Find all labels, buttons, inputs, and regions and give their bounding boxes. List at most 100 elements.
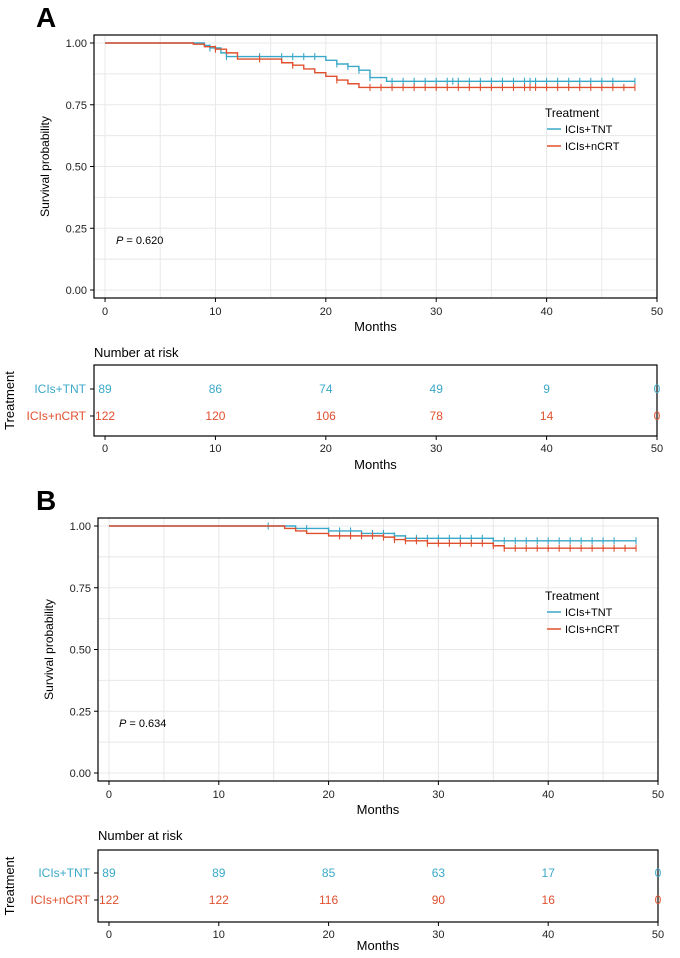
risk-count: 86 bbox=[209, 382, 223, 396]
risk-count: 0 bbox=[654, 409, 661, 423]
risk-count: 49 bbox=[430, 382, 444, 396]
y-tick-label: 1.00 bbox=[70, 521, 91, 533]
grid bbox=[98, 518, 659, 781]
risk-y-axis-label: Treatment bbox=[2, 856, 17, 915]
series-icis-ncrt bbox=[105, 42, 636, 91]
risk-row-label: ICIs+nCRT bbox=[31, 893, 91, 907]
risk-table: Number at risk ICIs+TNT 89 86 74 49 9 0 ICIs+nCR… bbox=[2, 345, 663, 472]
legend-title: Treatment bbox=[545, 589, 600, 603]
risk-x-tick-label: 0 bbox=[106, 929, 112, 941]
risk-table-title: Number at risk bbox=[94, 345, 179, 360]
risk-table: Number at risk ICIs+TNT 89 89 85 63 17 0 ICIs+nC… bbox=[2, 828, 664, 953]
x-tick-label: 50 bbox=[652, 789, 664, 801]
risk-row-label: ICIs+nCRT bbox=[27, 409, 87, 423]
risk-x-tick-label: 20 bbox=[322, 929, 334, 941]
y-tick-label: 0.75 bbox=[70, 583, 91, 595]
risk-count: 74 bbox=[319, 382, 333, 396]
p-value-text: = 0.634 bbox=[126, 718, 166, 730]
risk-x-tick-label: 30 bbox=[432, 929, 444, 941]
risk-count: 63 bbox=[432, 866, 446, 880]
risk-x-tick-label: 10 bbox=[209, 443, 221, 455]
x-tick-label: 50 bbox=[651, 306, 663, 318]
risk-count: 89 bbox=[98, 382, 112, 396]
risk-x-axis-label: Months bbox=[357, 938, 400, 953]
risk-count: 0 bbox=[654, 382, 661, 396]
risk-count: 122 bbox=[99, 893, 119, 907]
risk-row-label: ICIs+TNT bbox=[38, 866, 90, 880]
y-tick-label: 0.00 bbox=[70, 768, 91, 780]
risk-count: 122 bbox=[209, 893, 229, 907]
risk-count: 120 bbox=[205, 409, 225, 423]
x-tick-label: 40 bbox=[542, 789, 554, 801]
p-value-symbol: P bbox=[116, 235, 124, 247]
x-axis-label: Months bbox=[357, 802, 400, 817]
risk-x-tick-label: 40 bbox=[542, 929, 554, 941]
risk-x-tick-label: 10 bbox=[213, 929, 225, 941]
x-tick-label: 30 bbox=[432, 789, 444, 801]
x-tick-label: 10 bbox=[209, 306, 221, 318]
risk-count: 0 bbox=[655, 893, 662, 907]
y-tick-label: 0.25 bbox=[66, 223, 87, 235]
risk-count: 0 bbox=[655, 866, 662, 880]
legend-entry: ICIs+nCRT bbox=[565, 141, 620, 153]
series-icis-tnt bbox=[105, 42, 636, 85]
risk-x-tick-label: 50 bbox=[652, 929, 664, 941]
risk-y-axis-label: Treatment bbox=[2, 371, 17, 430]
legend: Treatment ICIs+TNT ICIs+nCRT bbox=[545, 589, 620, 636]
p-value: P = 0.634 bbox=[119, 718, 166, 730]
risk-count: 16 bbox=[542, 893, 556, 907]
x-tick-label: 0 bbox=[106, 789, 112, 801]
y-tick-label: 0.50 bbox=[66, 162, 87, 174]
x-tick-label: 0 bbox=[102, 306, 108, 318]
risk-table-frame bbox=[97, 849, 659, 923]
y-tick-label: 1.00 bbox=[66, 38, 87, 50]
risk-count: 89 bbox=[212, 866, 226, 880]
x-tick-label: 10 bbox=[213, 789, 225, 801]
panel-a: A 0.00 0.25 0.50 0.75 1.00 0 10 20 30 40 50 Months Su… bbox=[2, 2, 663, 472]
risk-x-tick-label: 30 bbox=[430, 443, 442, 455]
risk-count: 85 bbox=[322, 866, 336, 880]
risk-count: 78 bbox=[430, 409, 444, 423]
x-tick-label: 40 bbox=[540, 306, 552, 318]
legend: Treatment ICIs+TNT ICIs+nCRT bbox=[545, 106, 620, 153]
x-axis-label: Months bbox=[354, 319, 397, 334]
p-value: P = 0.620 bbox=[116, 235, 163, 247]
grid bbox=[94, 35, 658, 298]
y-tick-label: 0.75 bbox=[66, 100, 87, 112]
risk-count: 9 bbox=[543, 382, 550, 396]
p-value-symbol: P bbox=[119, 718, 127, 730]
y-tick-label: 0.50 bbox=[70, 645, 91, 657]
risk-count: 14 bbox=[540, 409, 554, 423]
risk-count: 122 bbox=[95, 409, 115, 423]
risk-count: 89 bbox=[102, 866, 116, 880]
y-axis-label: Survival probability bbox=[38, 116, 52, 217]
risk-table-frame bbox=[93, 364, 658, 437]
panel-label: A bbox=[36, 2, 56, 33]
risk-x-tick-label: 0 bbox=[102, 443, 108, 455]
x-tick-label: 20 bbox=[322, 789, 334, 801]
survival-curve bbox=[108, 525, 637, 542]
risk-x-tick-label: 50 bbox=[651, 443, 663, 455]
risk-table-title: Number at risk bbox=[98, 828, 183, 843]
y-tick-label: 0.25 bbox=[70, 706, 91, 718]
x-tick-label: 20 bbox=[320, 306, 332, 318]
risk-x-tick-label: 40 bbox=[540, 443, 552, 455]
risk-x-tick-label: 20 bbox=[320, 443, 332, 455]
panel-label: B bbox=[36, 485, 56, 516]
legend-entry: ICIs+TNT bbox=[565, 124, 613, 136]
panel-b: B 0.00 0.25 0.50 0.75 1.00 0 10 20 30 40 50 Months Su… bbox=[2, 485, 664, 953]
legend-entry: ICIs+TNT bbox=[565, 607, 613, 619]
p-value-text: = 0.620 bbox=[123, 235, 163, 247]
x-tick-label: 30 bbox=[430, 306, 442, 318]
legend-entry: ICIs+nCRT bbox=[565, 624, 620, 636]
risk-row-label: ICIs+TNT bbox=[34, 382, 86, 396]
y-axis-label: Survival probability bbox=[42, 599, 56, 700]
risk-count: 17 bbox=[542, 866, 556, 880]
risk-count: 90 bbox=[432, 893, 446, 907]
legend-title: Treatment bbox=[545, 106, 600, 120]
risk-count: 116 bbox=[319, 893, 338, 907]
risk-count: 106 bbox=[316, 409, 336, 423]
y-tick-label: 0.00 bbox=[66, 285, 87, 297]
